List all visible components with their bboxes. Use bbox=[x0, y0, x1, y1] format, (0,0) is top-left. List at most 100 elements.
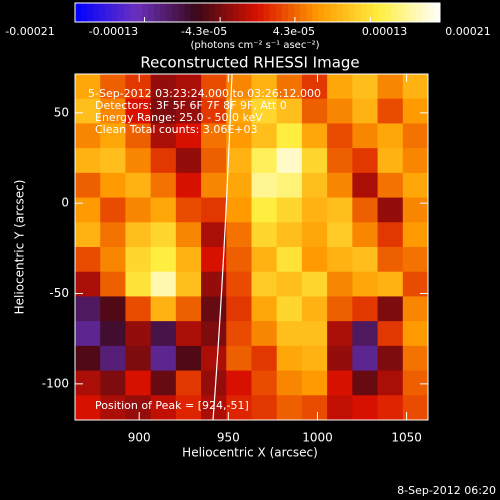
x-tick-label: 950 bbox=[217, 431, 240, 445]
heatmap-cell bbox=[75, 370, 101, 396]
heatmap-cell bbox=[301, 271, 328, 297]
heatmap-cell bbox=[201, 370, 227, 396]
heatmap-cell bbox=[327, 197, 353, 223]
colorbar-tick-label: -0.00013 bbox=[89, 25, 138, 38]
colorbar-segment bbox=[379, 3, 386, 22]
heatmap-cell bbox=[402, 271, 429, 297]
colorbar-segment bbox=[105, 3, 112, 22]
heatmap-cell bbox=[125, 222, 152, 248]
heatmap-cell bbox=[201, 74, 227, 100]
heatmap-cell bbox=[75, 345, 101, 372]
colorbar-segment bbox=[93, 3, 100, 22]
colorbar-segment bbox=[306, 3, 313, 22]
heatmap-cell bbox=[276, 345, 303, 372]
y-tick-label: -50 bbox=[49, 286, 69, 300]
heatmap-cell bbox=[75, 123, 101, 149]
colorbar-segment bbox=[160, 3, 167, 22]
x-axis-label: Heliocentric X (arcsec) bbox=[182, 446, 318, 460]
colorbar-tick-label: 0.00021 bbox=[445, 25, 491, 38]
heatmap bbox=[75, 74, 429, 421]
heatmap-cell bbox=[327, 172, 353, 199]
colorbar-segment bbox=[81, 3, 88, 22]
heatmap-cell bbox=[327, 321, 353, 347]
heatmap-cell bbox=[377, 172, 404, 199]
heatmap-cell bbox=[276, 74, 303, 100]
heatmap-cell bbox=[125, 321, 152, 347]
heatmap-cell bbox=[125, 395, 152, 421]
colorbar-segment bbox=[184, 3, 192, 22]
heatmap-cell bbox=[251, 370, 278, 396]
heatmap-cell bbox=[301, 98, 328, 124]
colorbar-segment bbox=[275, 3, 283, 22]
heatmap-cell bbox=[100, 345, 126, 372]
colorbar-segment bbox=[239, 3, 246, 22]
heatmap-cell bbox=[75, 148, 101, 174]
y-tick-label: 0 bbox=[61, 196, 69, 210]
colorbar-tick-label: 0.00013 bbox=[362, 25, 408, 38]
heatmap-cell bbox=[226, 197, 252, 223]
heatmap-cell bbox=[175, 98, 202, 124]
heatmap-cell bbox=[301, 148, 328, 174]
heatmap-cell bbox=[276, 98, 303, 124]
heatmap-cell bbox=[125, 370, 152, 396]
heatmap-cell bbox=[301, 197, 328, 223]
heatmap-cell bbox=[352, 222, 379, 248]
heatmap-cell bbox=[276, 197, 303, 223]
colorbar-tick-label: -4.3e-05 bbox=[181, 25, 227, 38]
heatmap-cell bbox=[226, 148, 252, 174]
heatmap-cell bbox=[125, 148, 152, 174]
colorbar-segment bbox=[172, 3, 179, 22]
annotation: Energy Range: 25.0 - 50.0 keV bbox=[95, 111, 263, 124]
colorbar-segment bbox=[154, 3, 161, 22]
heatmap-cell bbox=[150, 197, 177, 223]
heatmap-cell bbox=[402, 197, 429, 223]
heatmap-cell bbox=[201, 197, 227, 223]
heatmap-cell bbox=[402, 370, 429, 396]
heatmap-cell bbox=[377, 148, 404, 174]
heatmap-cell bbox=[352, 370, 379, 396]
heatmap-cell bbox=[150, 370, 177, 396]
heatmap-cell bbox=[226, 247, 252, 273]
heatmap-cell bbox=[175, 296, 202, 322]
colorbar-segment bbox=[391, 3, 398, 22]
heatmap-cell bbox=[150, 296, 177, 322]
heatmap-cell bbox=[402, 123, 429, 149]
heatmap-cell bbox=[226, 172, 252, 199]
colorbar-segment bbox=[354, 3, 362, 22]
colorbar-segment bbox=[397, 3, 404, 22]
heatmap-cell bbox=[125, 247, 152, 273]
heatmap-cell bbox=[276, 148, 303, 174]
heatmap-cell bbox=[251, 222, 278, 248]
colorbar-segment bbox=[360, 3, 368, 22]
colorbar-segment bbox=[300, 3, 307, 22]
heatmap-cell bbox=[352, 321, 379, 347]
heatmap-cell bbox=[100, 296, 126, 322]
heatmap-cell bbox=[327, 247, 353, 273]
heatmap-cell bbox=[226, 123, 252, 149]
heatmap-cell bbox=[301, 74, 328, 100]
heatmap-cell bbox=[377, 74, 404, 100]
heatmap-cell bbox=[100, 98, 126, 124]
heatmap-cell bbox=[125, 271, 152, 297]
colorbar-segment bbox=[135, 3, 143, 22]
heatmap-cell bbox=[251, 172, 278, 199]
heatmap-cell bbox=[75, 197, 101, 223]
heatmap-cell bbox=[301, 370, 328, 396]
heatmap-cell bbox=[226, 370, 252, 396]
heatmap-cell bbox=[201, 296, 227, 322]
heatmap-cell bbox=[226, 296, 252, 322]
colorbar-segment bbox=[190, 3, 198, 22]
heatmap-cell bbox=[251, 98, 278, 124]
heatmap-cell bbox=[327, 222, 353, 248]
heatmap-cell bbox=[377, 98, 404, 124]
heatmap-cell bbox=[150, 271, 177, 297]
heatmap-cell bbox=[276, 123, 303, 149]
colorbar-segment bbox=[318, 3, 325, 22]
heatmap-cell bbox=[100, 172, 126, 199]
colorbar-segment bbox=[421, 3, 429, 22]
heatmap-cell bbox=[327, 370, 353, 396]
colorbar-segment bbox=[373, 3, 380, 22]
annotation: Clean Total counts: 3.06E+03 bbox=[95, 123, 258, 136]
heatmap-cell bbox=[100, 247, 126, 273]
